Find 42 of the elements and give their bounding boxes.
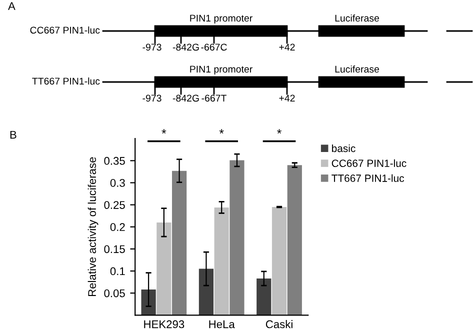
y-tick-label: 0.35 — [104, 156, 125, 165]
bar — [198, 268, 214, 316]
y-tick-label: 0.05 — [104, 289, 125, 298]
x-tick-label: HEK293 — [144, 320, 184, 328]
bar — [156, 222, 172, 316]
text: -973 — [142, 94, 162, 102]
text: PIN1 promoter — [190, 14, 252, 24]
text: TT667 PIN1-luc — [32, 77, 100, 85]
text: -667C — [201, 44, 227, 51]
text: A — [8, 2, 16, 10]
bar — [256, 278, 272, 316]
text: B — [10, 130, 16, 139]
text: -842G — [172, 44, 199, 51]
text: * — [277, 129, 282, 134]
bar — [214, 207, 229, 316]
legend-label: TT667 PIN1-luc — [332, 174, 404, 182]
bar — [230, 160, 244, 316]
text: -973 — [142, 44, 162, 51]
legend-label: basic — [332, 144, 356, 152]
text: -667T — [202, 94, 226, 102]
text: * — [219, 129, 224, 134]
y-tick-label: 0.2 — [110, 223, 125, 232]
y-axis-title: Relative activity of luciferase — [88, 157, 98, 296]
y-tick-label: 0.25 — [104, 201, 125, 209]
text: -842G — [172, 94, 199, 102]
text: CC667 PIN1-luc — [30, 26, 100, 34]
y-tick-label: 0.1 — [110, 267, 125, 276]
y-tick-label: 0.15 — [104, 245, 125, 254]
legend-label: CC667 PIN1-luc — [332, 159, 406, 168]
bar — [287, 165, 302, 316]
text: +42 — [279, 44, 295, 51]
bar — [141, 290, 156, 316]
text: Luciferase — [335, 65, 379, 73]
y-tick-label: 0.3 — [110, 179, 125, 187]
text: PIN1 promoter — [190, 66, 252, 75]
x-tick-label: HeLa — [209, 320, 235, 328]
text: +42 — [279, 94, 295, 102]
bar — [272, 207, 287, 316]
x-tick-label: Caski — [266, 320, 292, 328]
bar — [172, 170, 187, 316]
text: Luciferase — [335, 14, 379, 22]
text: * — [162, 129, 166, 134]
